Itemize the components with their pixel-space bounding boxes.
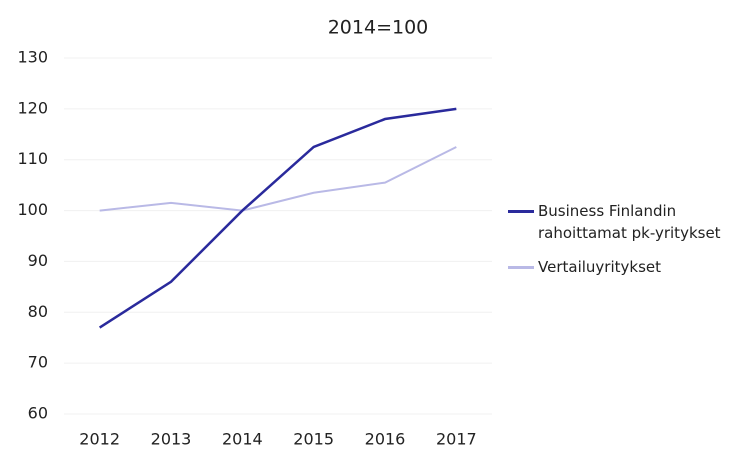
y-tick-label: 60 xyxy=(28,404,48,423)
y-tick-label: 100 xyxy=(17,200,48,219)
legend-label: Vertailuyritykset xyxy=(538,258,661,276)
series-line xyxy=(98,107,457,329)
series-line xyxy=(99,146,457,212)
x-tick-label: 2016 xyxy=(365,430,406,449)
y-tick-label: 130 xyxy=(17,48,48,67)
y-tick-label: 90 xyxy=(28,251,48,270)
x-tick-label: 2012 xyxy=(79,430,120,449)
x-tick-label: 2015 xyxy=(293,430,334,449)
legend-swatch xyxy=(508,266,534,269)
x-tick-label: 2013 xyxy=(151,430,192,449)
x-tick-label: 2017 xyxy=(436,430,477,449)
y-tick-label: 110 xyxy=(17,149,48,168)
y-tick-label: 120 xyxy=(17,98,48,117)
y-tick-label: 70 xyxy=(28,353,48,372)
y-tick-label: 80 xyxy=(28,302,48,321)
legend-item: Business Finlandin rahoittamat pk-yrityk… xyxy=(508,200,738,244)
legend-item: Vertailuyritykset xyxy=(508,256,738,278)
x-tick-label: 2014 xyxy=(222,430,263,449)
legend-swatch xyxy=(508,210,534,213)
legend-label: Business Finlandin rahoittamat pk-yrityk… xyxy=(538,202,721,242)
chart-title: 2014=100 xyxy=(328,17,429,39)
